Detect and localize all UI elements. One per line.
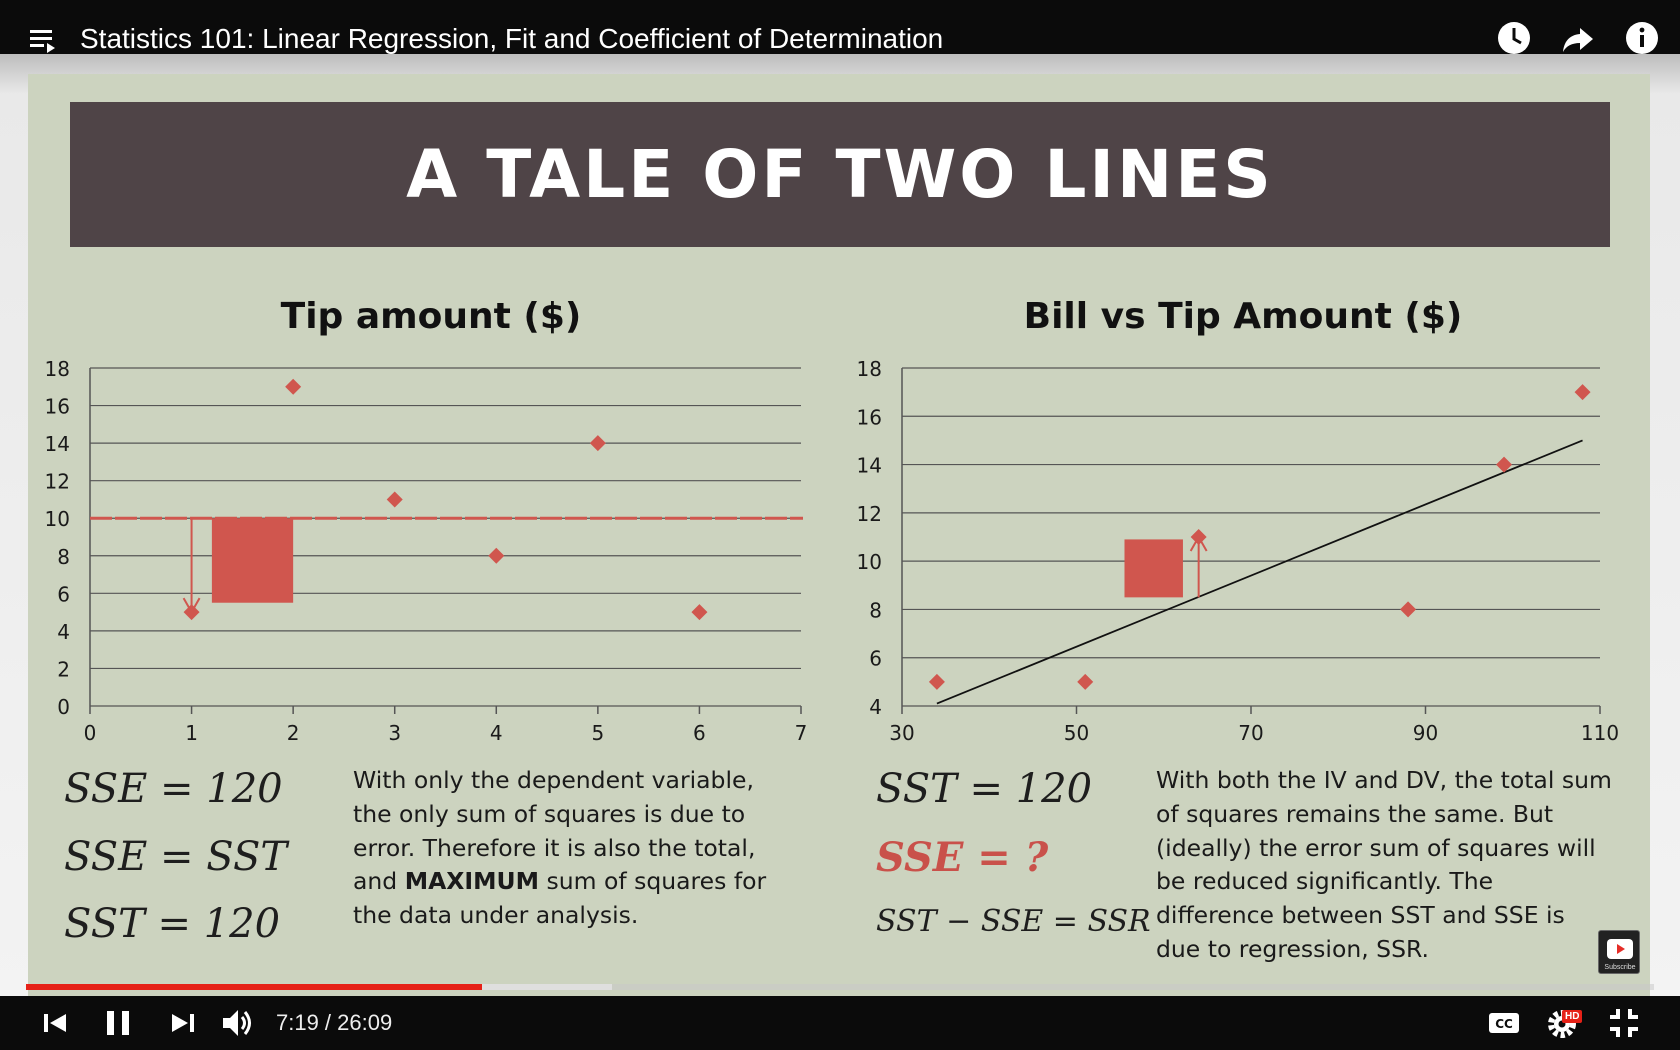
y-tick-label: 8 (57, 545, 70, 569)
regression-line (936, 439, 1583, 705)
y-tick-label: 18 (45, 357, 70, 381)
progress-played (26, 984, 482, 990)
svg-text:CC: CC (1495, 1017, 1513, 1031)
y-tick-label: 14 (45, 432, 70, 456)
share-icon[interactable] (1560, 20, 1596, 56)
x-tick-label: 90 (1413, 721, 1438, 745)
data-point (1400, 601, 1417, 618)
left-paragraph: With only the dependent variable, the on… (353, 766, 767, 930)
y-tick-label: 12 (45, 470, 70, 494)
y-tick-label: 16 (857, 405, 882, 429)
x-tick-label: 4 (490, 721, 503, 745)
right-eq-ssr: SST − SSE = SSR (876, 904, 1151, 939)
volume-icon[interactable] (220, 1005, 256, 1041)
x-tick-label: 6 (693, 721, 706, 745)
slide: A TALE OF TWO LINES Tip amount ($) 0 2 4 6 8 1… (28, 74, 1650, 996)
left-eq-sst: SST = 120 (64, 901, 281, 947)
data-point (285, 378, 302, 395)
data-point (1496, 456, 1513, 473)
data-point (691, 604, 708, 621)
slide-title: A TALE OF TWO LINES (406, 136, 1274, 213)
slide-banner: A TALE OF TWO LINES (70, 102, 1610, 247)
next-icon[interactable] (164, 1005, 200, 1041)
y-tick-label: 6 (57, 582, 70, 606)
watch-later-icon[interactable] (1496, 20, 1532, 56)
y-tick-label: 18 (857, 357, 882, 381)
y-tick-label: 10 (857, 550, 882, 574)
x-tick-label: 2 (287, 721, 300, 745)
data-point (183, 604, 200, 621)
player-top-bar: Statistics 101: Linear Regression, Fit a… (0, 0, 1680, 54)
info-icon[interactable] (1624, 20, 1660, 56)
x-tick-label: 0 (84, 721, 97, 745)
x-tick-label: 5 (591, 721, 604, 745)
residual-square (211, 518, 294, 603)
x-tick-label: 70 (1238, 721, 1263, 745)
y-tick-label: 12 (857, 502, 882, 526)
y-tick-label: 14 (857, 454, 882, 478)
x-tick-label: 3 (388, 721, 401, 745)
chart-title: Bill vs Tip Amount ($) (1024, 296, 1463, 337)
youtube-play-icon (1607, 939, 1633, 959)
x-tick-label: 7 (795, 721, 808, 745)
x-tick-label: 30 (889, 721, 914, 745)
left-eq-sse-sst: SSE = SST (64, 834, 288, 880)
y-tick-label: 4 (869, 695, 882, 719)
subscribe-watermark[interactable]: Subscribe (1598, 930, 1640, 974)
y-tick-label: 0 (57, 695, 70, 719)
data-point (589, 435, 606, 452)
chart-2: Bill vs Tip Amount ($) 4 6 8 10 12 14 16 18 30 50 7… (857, 296, 1620, 745)
x-tick-label: 1 (185, 721, 198, 745)
y-tick-label: 4 (57, 620, 70, 644)
video-frame[interactable]: A TALE OF TWO LINES Tip amount ($) 0 2 4 6 8 1… (0, 54, 1680, 996)
residual-square (1124, 539, 1183, 598)
data-point (386, 491, 403, 508)
player-controls: 7:19 / 26:09 CC (0, 996, 1680, 1050)
right-eq-sst: SST = 120 (876, 766, 1093, 812)
data-point (488, 547, 505, 564)
y-tick-label: 16 (45, 395, 70, 419)
time-display: 7:19 / 26:09 (276, 1010, 393, 1035)
y-tick-label: 10 (45, 507, 70, 531)
y-tick-label: 8 (869, 598, 882, 622)
previous-icon[interactable] (38, 1005, 74, 1041)
left-eq-sse: SSE = 120 (64, 766, 283, 812)
video-title[interactable]: Statistics 101: Linear Regression, Fit a… (80, 23, 944, 54)
y-tick-label: 2 (57, 657, 70, 681)
chart-title: Tip amount ($) (281, 296, 582, 337)
hd-badge: HD (1562, 1010, 1583, 1023)
exit-fullscreen-icon[interactable] (1606, 1005, 1642, 1041)
x-tick-label: 110 (1581, 721, 1619, 745)
right-eq-sse-unknown: SSE = ? (876, 834, 1049, 881)
progress-bar[interactable] (26, 984, 1654, 990)
playlist-icon[interactable] (30, 28, 58, 54)
data-point (1574, 384, 1591, 401)
pause-icon[interactable] (100, 1005, 136, 1041)
right-paragraph: With both the IV and DV, the total sum o… (1156, 766, 1612, 963)
data-point (1190, 529, 1207, 545)
y-tick-label: 6 (869, 647, 882, 671)
x-tick-label: 50 (1064, 721, 1089, 745)
data-point (1077, 673, 1094, 690)
captions-icon[interactable]: CC (1486, 1005, 1522, 1041)
data-point (928, 673, 945, 690)
